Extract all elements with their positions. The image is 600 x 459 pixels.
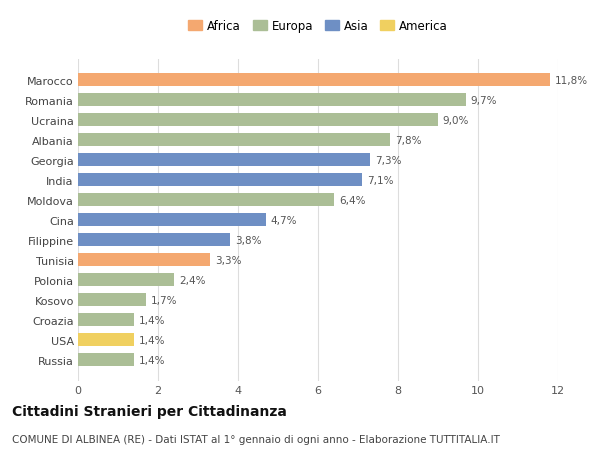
Bar — [78, 134, 390, 147]
Text: 7,3%: 7,3% — [375, 156, 401, 166]
Bar — [78, 254, 210, 267]
Text: 7,8%: 7,8% — [395, 135, 421, 146]
Text: 9,7%: 9,7% — [471, 96, 497, 106]
Bar — [78, 74, 550, 87]
Bar — [78, 294, 146, 307]
Bar — [78, 154, 370, 167]
Text: COMUNE DI ALBINEA (RE) - Dati ISTAT al 1° gennaio di ogni anno - Elaborazione TU: COMUNE DI ALBINEA (RE) - Dati ISTAT al 1… — [12, 434, 500, 444]
Bar — [78, 353, 134, 366]
Text: 2,4%: 2,4% — [179, 275, 205, 285]
Bar — [78, 334, 134, 347]
Text: 9,0%: 9,0% — [443, 116, 469, 126]
Text: 3,8%: 3,8% — [235, 235, 262, 245]
Bar — [78, 94, 466, 107]
Text: 1,4%: 1,4% — [139, 355, 166, 365]
Text: 6,4%: 6,4% — [339, 196, 365, 205]
Text: 1,4%: 1,4% — [139, 335, 166, 345]
Bar — [78, 313, 134, 326]
Text: Cittadini Stranieri per Cittadinanza: Cittadini Stranieri per Cittadinanza — [12, 404, 287, 418]
Text: 7,1%: 7,1% — [367, 175, 394, 185]
Bar — [78, 214, 266, 227]
Bar — [78, 194, 334, 207]
Text: 1,7%: 1,7% — [151, 295, 178, 305]
Text: 4,7%: 4,7% — [271, 215, 298, 225]
Text: 3,3%: 3,3% — [215, 255, 241, 265]
Text: 1,4%: 1,4% — [139, 315, 166, 325]
Bar — [78, 174, 362, 187]
Bar — [78, 234, 230, 247]
Legend: Africa, Europa, Asia, America: Africa, Europa, Asia, America — [184, 15, 452, 38]
Text: 11,8%: 11,8% — [555, 76, 588, 86]
Bar — [78, 274, 174, 286]
Bar — [78, 114, 438, 127]
